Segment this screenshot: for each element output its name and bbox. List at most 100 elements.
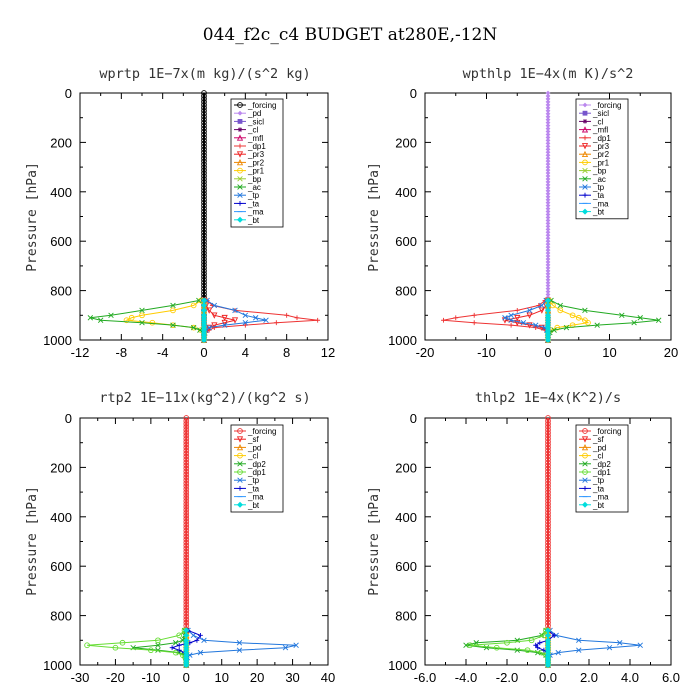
legend-label: _ac — [247, 183, 261, 192]
data-point — [535, 645, 541, 651]
zero-profile-marker — [545, 146, 551, 152]
data-point — [155, 637, 161, 644]
zero-profile-marker — [545, 595, 551, 602]
zero-profile-marker — [545, 123, 551, 129]
zero-profile-marker — [201, 202, 207, 209]
zero-profile-marker — [183, 590, 190, 596]
zero-profile-marker — [201, 253, 207, 259]
zero-profile-marker — [545, 441, 551, 448]
zero-profile-marker — [183, 441, 190, 448]
zero-profile-marker — [545, 286, 551, 292]
y-tick-label: 800 — [50, 609, 72, 624]
zero-profile-marker — [545, 575, 551, 581]
zero-profile-marker — [183, 489, 190, 495]
legend-marker — [582, 167, 588, 174]
data-point — [528, 637, 535, 644]
zero-profile-marker — [183, 415, 190, 421]
zero-profile-marker — [183, 595, 190, 602]
zero-profile-marker — [201, 107, 207, 114]
legend-label: _pd — [592, 443, 606, 452]
y-tick-label: 200 — [395, 135, 417, 150]
zero-profile-marker — [201, 119, 207, 126]
zero-profile-marker — [183, 554, 190, 561]
series-line — [203, 300, 318, 340]
data-point — [252, 315, 259, 321]
data-point — [545, 632, 551, 639]
zero-profile-marker — [201, 223, 207, 230]
data-point — [123, 317, 130, 324]
series-line — [547, 630, 641, 665]
series-bt — [545, 627, 551, 668]
zero-profile-marker — [545, 527, 551, 534]
zero-profile-marker — [183, 539, 190, 546]
zero-profile-marker — [201, 93, 207, 99]
y-tick-label: 0 — [65, 86, 72, 101]
zero-profile-marker — [545, 489, 551, 495]
zero-profile-marker — [183, 610, 190, 617]
series-pr1 — [123, 297, 207, 343]
zero-profile — [545, 415, 551, 665]
zero-profile-marker — [545, 167, 551, 173]
zero-profile-marker — [545, 135, 551, 140]
x-tick-label: -2.0 — [496, 670, 518, 685]
zero-profile-marker — [545, 256, 551, 262]
zero-profile-marker — [201, 226, 207, 233]
legend-label: _pr3 — [592, 142, 610, 151]
zero-profile-marker — [545, 610, 551, 617]
zero-profile-marker — [545, 105, 551, 111]
zero-profile-marker — [183, 548, 190, 555]
zero-profile-marker — [183, 447, 190, 454]
zero-profile-marker — [545, 447, 551, 454]
legend-label: _tp — [247, 476, 260, 485]
zero-profile-marker — [201, 232, 207, 239]
legend-marker — [582, 486, 588, 491]
y-axis-label: Pressure [hPa] — [367, 162, 382, 272]
y-tick-label: 0 — [65, 411, 72, 426]
legend-marker — [582, 452, 588, 459]
zero-profile-marker — [183, 480, 190, 487]
zero-profile-marker — [545, 539, 551, 546]
data-point — [231, 317, 239, 324]
zero-profile-marker — [545, 507, 551, 513]
zero-profile-marker — [545, 545, 551, 552]
zero-profile-marker — [545, 161, 551, 167]
legend-label: _cl — [247, 452, 258, 461]
legend-marker — [582, 184, 588, 190]
data-point — [508, 312, 514, 319]
zero-profile-marker — [545, 424, 551, 430]
legend-marker — [581, 126, 589, 133]
zero-profile-marker — [183, 450, 190, 457]
legend-marker — [236, 151, 244, 158]
data-point — [619, 312, 625, 319]
zero-profile-marker — [545, 229, 551, 235]
data-point — [139, 319, 145, 326]
legend-label: _pr2 — [247, 158, 265, 167]
zero-profile-marker — [201, 149, 207, 156]
zero-profile-marker — [183, 477, 190, 484]
data-point — [471, 312, 477, 318]
x-tick-label: 0 — [200, 345, 207, 360]
legend-label: _bp — [247, 175, 262, 184]
zero-profile-marker — [545, 518, 551, 525]
series-pr1 — [545, 297, 591, 343]
zero-profile-marker — [183, 483, 190, 490]
legend-label: _sf — [247, 435, 259, 444]
zero-profile-marker — [545, 117, 551, 123]
x-tick-label: -30 — [71, 670, 90, 685]
data-point — [576, 647, 582, 653]
zero-profile-marker — [183, 598, 190, 605]
data-point — [617, 640, 623, 646]
legend-label: _tp — [247, 191, 260, 200]
data-point — [169, 645, 175, 651]
x-tick-label: -20 — [106, 670, 125, 685]
zero-profile-marker — [545, 90, 551, 96]
legend-marker — [237, 184, 243, 190]
zero-profile-marker — [201, 110, 207, 117]
x-tick-label: -12 — [71, 345, 90, 360]
data-point — [170, 307, 176, 314]
series-bt — [545, 297, 551, 343]
data-point — [514, 647, 520, 653]
zero-profile-marker — [201, 229, 207, 236]
y-tick-label: 400 — [50, 185, 72, 200]
data-point — [563, 324, 570, 331]
